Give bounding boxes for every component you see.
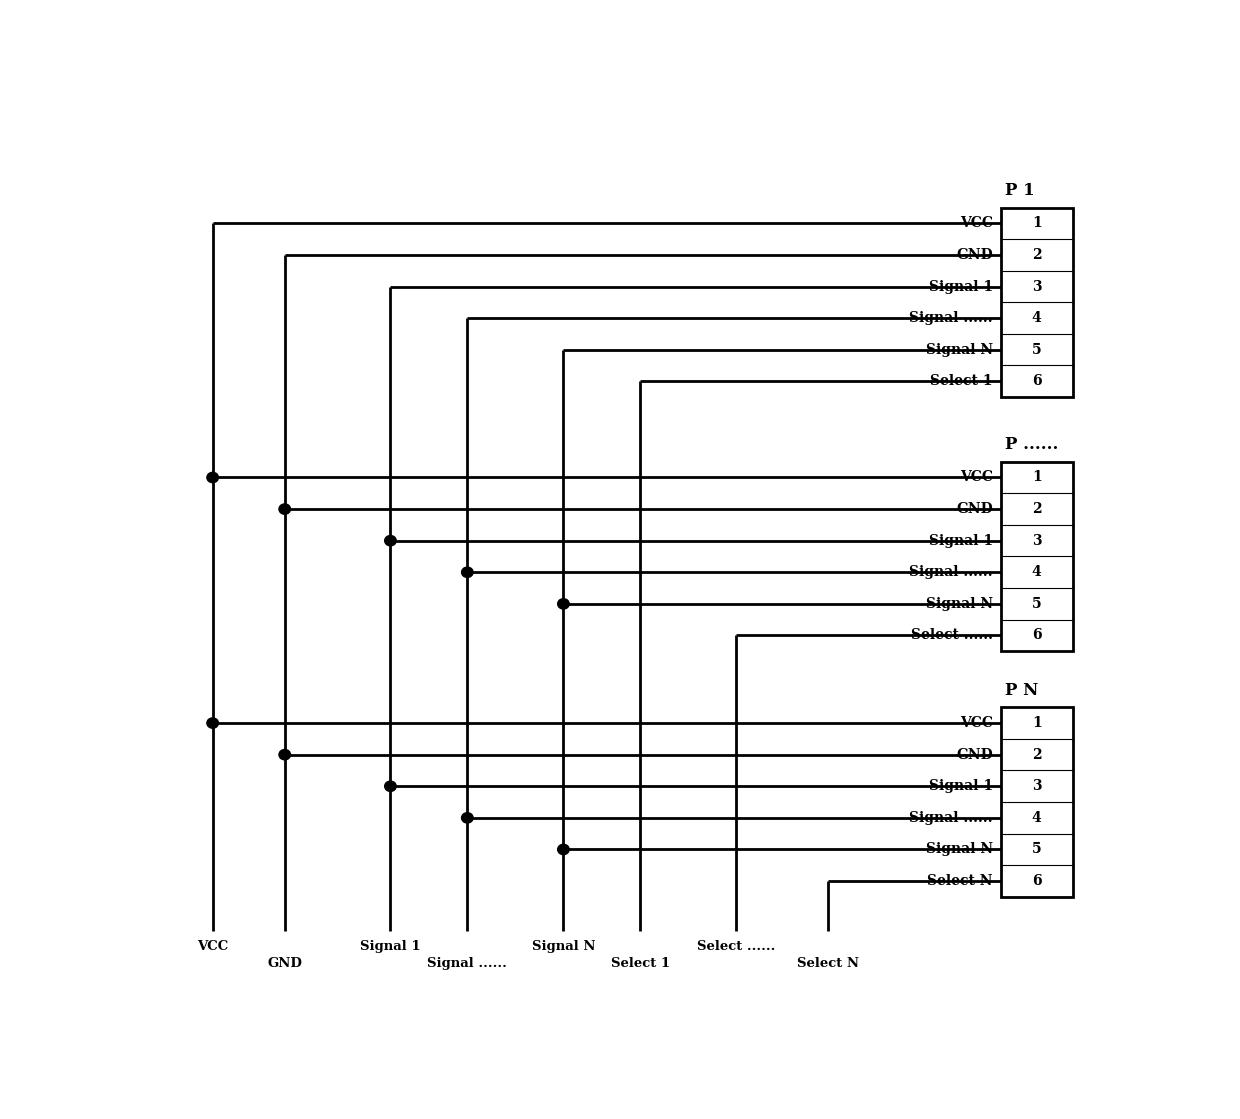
Text: 2: 2 — [1032, 747, 1042, 762]
Text: Signal N: Signal N — [926, 342, 993, 357]
Circle shape — [461, 567, 474, 577]
Text: Select ......: Select ...... — [697, 940, 775, 953]
Text: 4: 4 — [1032, 565, 1042, 580]
Text: VCC: VCC — [197, 940, 228, 953]
Text: Select ......: Select ...... — [911, 629, 993, 642]
Text: VCC: VCC — [960, 716, 993, 730]
Text: 3: 3 — [1032, 280, 1042, 293]
Text: Signal N: Signal N — [926, 596, 993, 611]
Text: VCC: VCC — [960, 216, 993, 231]
Text: 4: 4 — [1032, 811, 1042, 825]
Circle shape — [384, 536, 397, 546]
Text: 1: 1 — [1032, 470, 1042, 485]
Text: Signal ......: Signal ...... — [428, 957, 507, 970]
Circle shape — [384, 781, 397, 791]
Text: 5: 5 — [1032, 843, 1042, 856]
Text: Signal 1: Signal 1 — [360, 940, 420, 953]
Text: Signal ......: Signal ...... — [909, 311, 993, 326]
Bar — [1001, 207, 1073, 397]
Text: Signal ......: Signal ...... — [909, 565, 993, 580]
Text: Select N: Select N — [928, 874, 993, 888]
Text: 5: 5 — [1032, 596, 1042, 611]
Circle shape — [558, 599, 569, 609]
Circle shape — [558, 844, 569, 855]
Text: 1: 1 — [1032, 216, 1042, 231]
Text: 1: 1 — [1032, 716, 1042, 730]
Text: 2: 2 — [1032, 248, 1042, 262]
Text: 6: 6 — [1032, 629, 1042, 642]
Text: Select 1: Select 1 — [930, 374, 993, 388]
Text: VCC: VCC — [960, 470, 993, 485]
Text: Signal N: Signal N — [532, 940, 595, 953]
Text: Select N: Select N — [796, 957, 858, 970]
Text: P 1: P 1 — [1006, 182, 1035, 199]
Text: 6: 6 — [1032, 374, 1042, 388]
Text: GND: GND — [956, 248, 993, 262]
Bar — [1001, 707, 1073, 896]
Text: Signal 1: Signal 1 — [929, 779, 993, 793]
Circle shape — [461, 812, 474, 822]
Bar — [1001, 462, 1073, 651]
Text: 3: 3 — [1032, 779, 1042, 793]
Text: P ......: P ...... — [1006, 436, 1059, 453]
Text: 6: 6 — [1032, 874, 1042, 888]
Text: Signal 1: Signal 1 — [929, 534, 993, 547]
Text: 4: 4 — [1032, 311, 1042, 326]
Text: P N: P N — [1006, 681, 1039, 698]
Text: GND: GND — [956, 747, 993, 762]
Circle shape — [207, 718, 218, 728]
Text: 2: 2 — [1032, 502, 1042, 516]
Text: Select 1: Select 1 — [611, 957, 670, 970]
Text: 5: 5 — [1032, 342, 1042, 357]
Text: GND: GND — [268, 957, 303, 970]
Text: Signal ......: Signal ...... — [909, 811, 993, 825]
Circle shape — [279, 504, 290, 515]
Circle shape — [207, 472, 218, 482]
Text: 3: 3 — [1032, 534, 1042, 547]
Text: Signal N: Signal N — [926, 843, 993, 856]
Text: Signal 1: Signal 1 — [929, 280, 993, 293]
Text: GND: GND — [956, 502, 993, 516]
Circle shape — [279, 750, 290, 760]
